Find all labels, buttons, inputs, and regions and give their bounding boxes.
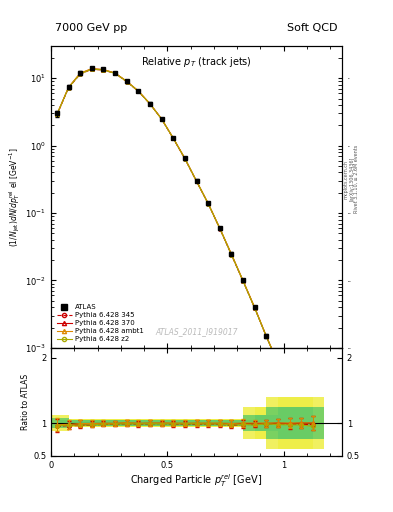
Bar	[115, 419, 138, 427]
Bar	[150, 420, 173, 425]
Bar	[150, 419, 173, 427]
Bar	[208, 419, 231, 427]
X-axis label: Charged Particle $p_T^{rel}$ [GeV]: Charged Particle $p_T^{rel}$ [GeV]	[130, 472, 263, 489]
Bar	[255, 415, 278, 431]
Bar	[301, 407, 325, 439]
Bar	[231, 419, 255, 427]
Bar	[220, 419, 243, 427]
Bar	[266, 397, 290, 449]
Bar	[92, 420, 115, 425]
Bar	[68, 419, 92, 427]
Bar	[162, 419, 185, 427]
Bar	[290, 397, 313, 449]
Bar	[80, 420, 103, 425]
Bar	[266, 407, 290, 439]
Text: mcplots.cern.ch: mcplots.cern.ch	[344, 160, 349, 199]
Bar	[80, 419, 103, 427]
Legend: ATLAS, Pythia 6.428 345, Pythia 6.428 370, Pythia 6.428 ambt1, Pythia 6.428 z2: ATLAS, Pythia 6.428 345, Pythia 6.428 37…	[55, 302, 146, 345]
Bar	[278, 397, 301, 449]
Text: Soft QCD: Soft QCD	[288, 23, 338, 33]
Bar	[243, 407, 266, 439]
Bar	[196, 420, 220, 425]
Bar	[138, 419, 162, 427]
Bar	[185, 420, 208, 425]
Text: 7000 GeV pp: 7000 GeV pp	[55, 23, 127, 33]
Bar	[45, 418, 68, 428]
Bar	[127, 419, 150, 427]
Bar	[92, 419, 115, 427]
Bar	[301, 397, 325, 449]
Text: Relative $p_T$ (track jets): Relative $p_T$ (track jets)	[141, 55, 252, 69]
Bar	[162, 420, 185, 425]
Bar	[255, 407, 278, 439]
Text: [arXiv:1306.3436]: [arXiv:1306.3436]	[349, 157, 354, 201]
Text: Rivet 3.1.10, ≥ 2.6M events: Rivet 3.1.10, ≥ 2.6M events	[353, 145, 358, 214]
Y-axis label: $(1/N_\mathrm{jet})dN/dp^\mathrm{rel}_T$ el [GeV$^{-1}$]: $(1/N_\mathrm{jet})dN/dp^\mathrm{rel}_T$…	[8, 147, 22, 247]
Bar	[196, 419, 220, 427]
Bar	[138, 420, 162, 425]
Bar	[231, 420, 255, 425]
Bar	[278, 407, 301, 439]
Bar	[115, 420, 138, 425]
Bar	[57, 420, 80, 425]
Bar	[57, 419, 80, 427]
Bar	[68, 420, 92, 425]
Bar	[173, 419, 196, 427]
Y-axis label: Ratio to ATLAS: Ratio to ATLAS	[21, 374, 30, 430]
Bar	[103, 420, 127, 425]
Bar	[185, 419, 208, 427]
Bar	[45, 415, 68, 431]
Bar	[243, 415, 266, 431]
Bar	[173, 420, 196, 425]
Bar	[103, 419, 127, 427]
Bar	[127, 420, 150, 425]
Bar	[290, 407, 313, 439]
Bar	[220, 420, 243, 425]
Bar	[208, 420, 231, 425]
Text: ATLAS_2011_I919017: ATLAS_2011_I919017	[155, 327, 238, 336]
